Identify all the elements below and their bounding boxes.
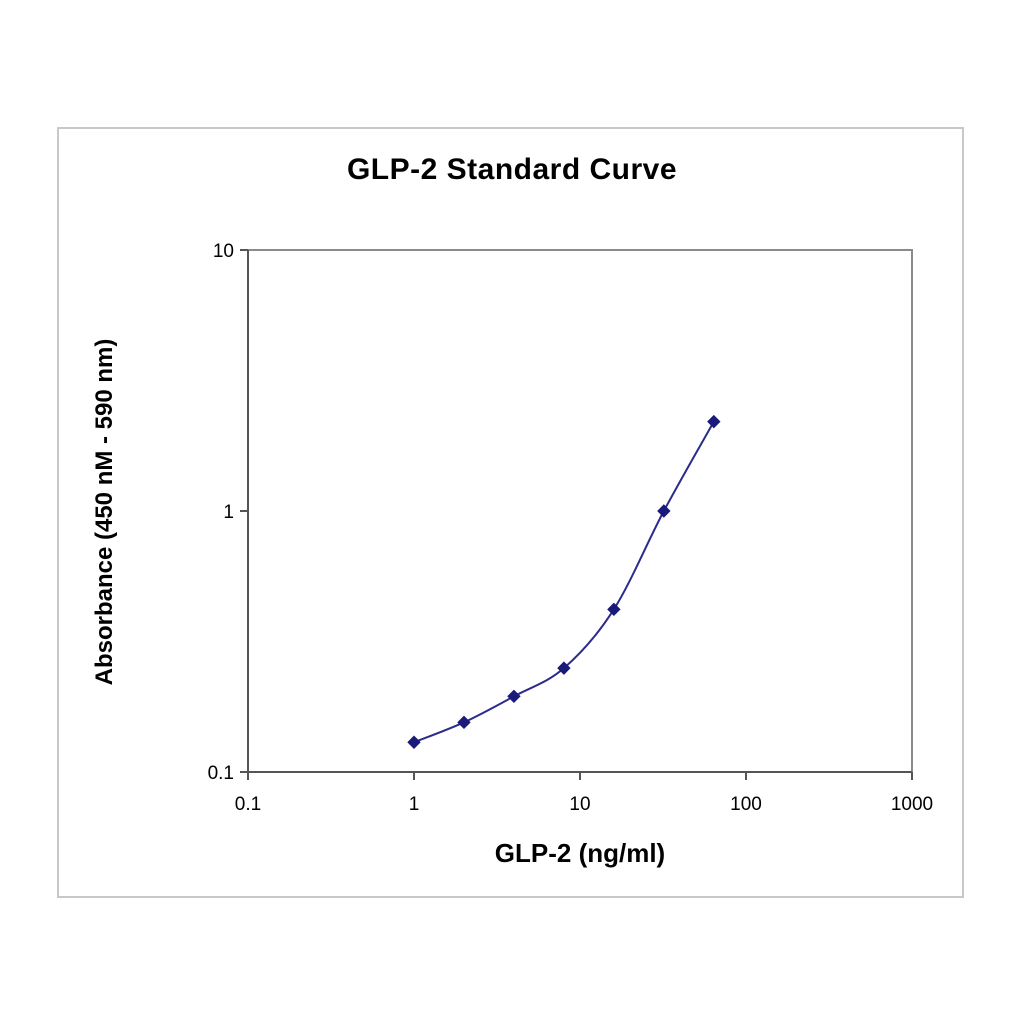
series-line bbox=[413, 421, 715, 744]
x-tick-label: 1000 bbox=[891, 794, 933, 815]
data-point bbox=[607, 602, 621, 617]
data-point bbox=[557, 661, 571, 675]
data-point bbox=[657, 504, 671, 518]
axes bbox=[240, 249, 913, 780]
x-tick-label: 0.1 bbox=[235, 794, 261, 815]
y-tick-label: 1 bbox=[223, 502, 234, 523]
x-axis-title: GLP-2 (ng/ml) bbox=[494, 838, 666, 868]
x-tick-label: 100 bbox=[730, 794, 762, 815]
data-point bbox=[707, 414, 721, 429]
y-tick-label: 0.1 bbox=[208, 763, 234, 784]
chart-frame bbox=[57, 127, 964, 898]
chart-title: GLP-2 Standard Curve bbox=[346, 153, 678, 186]
data-point bbox=[457, 715, 471, 730]
data-point bbox=[407, 735, 421, 749]
x-tick-label: 1 bbox=[409, 794, 420, 815]
plot-border bbox=[247, 249, 913, 773]
y-tick-label: 10 bbox=[213, 241, 234, 262]
x-tick-label: 10 bbox=[569, 794, 590, 815]
data-point bbox=[507, 689, 521, 704]
series-layer bbox=[407, 414, 721, 749]
tick-labels: 0.1 1 10 100 1000 0.1 1 10 bbox=[208, 241, 934, 815]
